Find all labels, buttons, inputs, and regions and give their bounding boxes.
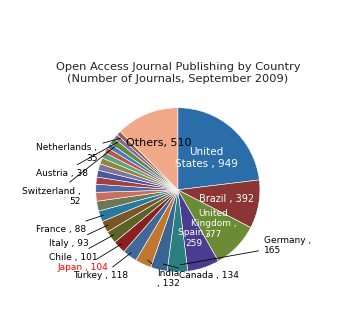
Text: Netherlands ,
35: Netherlands , 35 [36, 138, 121, 163]
Wedge shape [100, 158, 178, 190]
Wedge shape [98, 164, 178, 190]
Wedge shape [136, 190, 178, 267]
Wedge shape [98, 190, 178, 221]
Wedge shape [178, 190, 251, 261]
Wedge shape [105, 148, 178, 190]
Text: Canada , 134: Canada , 134 [163, 264, 239, 280]
Wedge shape [107, 144, 178, 190]
Wedge shape [96, 190, 178, 211]
Text: Turkey , 118: Turkey , 118 [74, 253, 131, 280]
Wedge shape [114, 135, 178, 190]
Text: Chile , 101: Chile , 101 [49, 235, 114, 262]
Wedge shape [178, 190, 219, 271]
Text: Japan , 104: Japan , 104 [57, 244, 121, 272]
Wedge shape [167, 190, 188, 272]
Text: United
Kingdom ,
377: United Kingdom , 377 [190, 209, 236, 239]
Text: Germany ,
165: Germany , 165 [180, 236, 311, 265]
Text: Italy , 93: Italy , 93 [50, 225, 108, 248]
Wedge shape [102, 153, 178, 190]
Text: Brazil , 392: Brazil , 392 [199, 193, 254, 203]
Wedge shape [120, 108, 178, 190]
Wedge shape [124, 190, 178, 260]
Text: Austria , 38: Austria , 38 [36, 142, 118, 178]
Wedge shape [96, 177, 178, 190]
Text: Switzerland ,
52: Switzerland , 52 [22, 147, 115, 206]
Text: Others, 510: Others, 510 [126, 138, 191, 148]
Wedge shape [178, 108, 259, 190]
Wedge shape [96, 190, 178, 201]
Title: Open Access Journal Publishing by Country
(Number of Journals, September 2009): Open Access Journal Publishing by Countr… [55, 62, 300, 84]
Wedge shape [178, 180, 260, 227]
Text: France , 88: France , 88 [36, 215, 104, 234]
Wedge shape [115, 190, 178, 252]
Wedge shape [151, 190, 178, 271]
Wedge shape [110, 138, 178, 190]
Wedge shape [97, 170, 178, 190]
Wedge shape [117, 132, 178, 190]
Text: India
, 132: India , 132 [148, 260, 179, 288]
Text: Spain ,
259: Spain , 259 [178, 228, 209, 248]
Wedge shape [107, 190, 178, 242]
Wedge shape [96, 184, 178, 192]
Text: United
States , 949: United States , 949 [175, 147, 238, 168]
Wedge shape [102, 190, 178, 232]
